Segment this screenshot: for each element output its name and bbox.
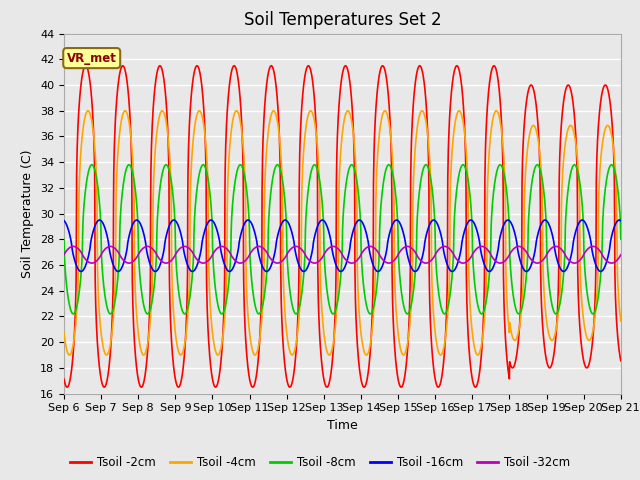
X-axis label: Time: Time [327,419,358,432]
Tsoil -4cm [65,352,73,358]
Tsoil -8cm [359,273,367,279]
Tsoil -32cm [504,254,512,260]
Tsoil -16cm [504,217,512,223]
Tsoil -4cm [505,322,513,328]
Tsoil -16cm [616,217,623,223]
Tsoil -8cm [371,299,379,304]
Tsoil -8cm [568,166,575,172]
Tsoil -2cm [63,384,71,390]
Tsoil -8cm [607,162,615,168]
Tsoil -16cm [216,238,223,244]
Tsoil -2cm [617,358,625,364]
Line: Tsoil -4cm: Tsoil -4cm [64,111,621,355]
Tsoil -2cm [216,369,223,375]
Tsoil -4cm [60,330,68,336]
Line: Tsoil -2cm: Tsoil -2cm [64,66,621,387]
Legend: Tsoil -2cm, Tsoil -4cm, Tsoil -8cm, Tsoil -16cm, Tsoil -32cm: Tsoil -2cm, Tsoil -4cm, Tsoil -8cm, Tsoi… [65,452,575,474]
Tsoil -16cm [617,218,625,224]
Tsoil -32cm [617,252,625,258]
Y-axis label: Soil Temperature (C): Soil Temperature (C) [22,149,35,278]
Tsoil -16cm [584,225,591,230]
Line: Tsoil -16cm: Tsoil -16cm [64,220,621,272]
Tsoil -2cm [359,383,367,389]
Line: Tsoil -32cm: Tsoil -32cm [64,246,621,263]
Tsoil -32cm [70,243,77,249]
Tsoil -8cm [70,311,77,317]
Tsoil -16cm [60,218,68,224]
Tsoil -2cm [505,371,513,377]
Title: Soil Temperatures Set 2: Soil Temperatures Set 2 [244,11,441,29]
Tsoil -4cm [84,108,92,114]
Tsoil -2cm [584,365,591,371]
Tsoil -4cm [584,336,591,342]
Tsoil -2cm [371,121,379,127]
Tsoil -8cm [584,291,591,297]
Tsoil -4cm [216,349,223,355]
Tsoil -2cm [60,376,68,382]
Tsoil -32cm [60,252,68,258]
Tsoil -8cm [504,207,512,213]
Text: VR_met: VR_met [67,51,116,65]
Tsoil -32cm [568,260,575,265]
Tsoil -4cm [568,124,576,130]
Tsoil -16cm [359,220,367,226]
Tsoil -4cm [371,280,379,286]
Tsoil -32cm [216,244,223,250]
Tsoil -2cm [568,93,576,99]
Tsoil -32cm [607,260,615,266]
Tsoil -8cm [617,237,625,242]
Tsoil -16cm [77,269,85,275]
Tsoil -32cm [584,247,591,252]
Tsoil -32cm [371,245,379,251]
Tsoil -8cm [216,308,223,314]
Tsoil -32cm [359,249,367,255]
Tsoil -4cm [359,344,367,349]
Tsoil -8cm [60,237,68,242]
Tsoil -2cm [82,63,90,69]
Line: Tsoil -8cm: Tsoil -8cm [64,165,621,314]
Tsoil -16cm [568,250,575,255]
Tsoil -4cm [617,318,625,324]
Tsoil -16cm [371,266,379,272]
